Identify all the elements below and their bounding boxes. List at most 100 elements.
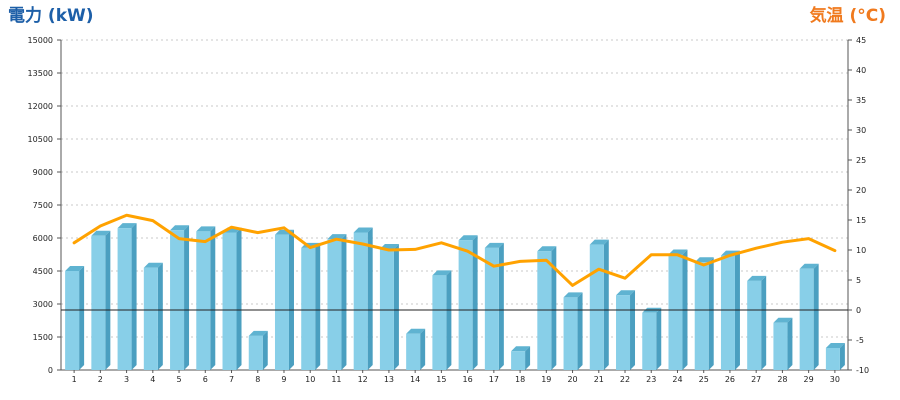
left-tick-label: 15000	[28, 36, 53, 45]
left-tick-label: 4500	[33, 267, 53, 276]
bar-side	[315, 242, 321, 370]
bar	[117, 228, 132, 370]
x-tick-label: 4	[150, 375, 155, 384]
x-tick-label: 7	[229, 375, 234, 384]
x-tick-label: 19	[541, 375, 551, 384]
bar	[511, 351, 526, 370]
bar-top	[668, 249, 688, 255]
bar	[694, 262, 709, 370]
bar-top	[406, 328, 426, 334]
bar	[747, 280, 762, 370]
bar-side	[262, 330, 268, 370]
bar-side	[105, 230, 111, 370]
bar-side	[367, 227, 373, 370]
left-tick-label: 0	[48, 366, 53, 375]
bar-top	[353, 227, 373, 233]
bar	[773, 322, 788, 370]
bar-top	[799, 263, 819, 269]
bar	[668, 254, 683, 370]
bar-side	[813, 263, 819, 370]
bar-side	[761, 275, 767, 370]
bar-side	[131, 223, 137, 370]
x-tick-label: 14	[410, 375, 420, 384]
left-tick-label: 6000	[33, 234, 53, 243]
bar-side	[210, 226, 216, 370]
bar-side	[603, 239, 609, 370]
x-tick-label: 2	[98, 375, 103, 384]
bar-top	[327, 234, 347, 240]
bar-top	[773, 317, 793, 323]
bar-side	[184, 225, 190, 370]
bar-side	[551, 246, 557, 370]
right-tick-label: 30	[856, 126, 866, 135]
left-tick-label: 1500	[33, 333, 53, 342]
left-axis-title: 電力 (kW)	[8, 6, 94, 26]
bar-side	[472, 235, 478, 370]
bar-side	[839, 343, 845, 370]
bar-side	[577, 292, 583, 370]
x-tick-label: 6	[203, 375, 208, 384]
bar-top	[484, 242, 504, 248]
bar-top	[170, 225, 190, 231]
x-tick-label: 20	[567, 375, 577, 384]
x-tick-label: 25	[699, 375, 709, 384]
x-tick-label: 12	[358, 375, 368, 384]
bar	[825, 348, 840, 370]
x-tick-label: 27	[751, 375, 761, 384]
bar-top	[563, 292, 583, 298]
left-tick-label: 9000	[33, 168, 53, 177]
bar-top	[117, 223, 137, 229]
left-tick-label: 7500	[33, 201, 53, 210]
left-tick-label: 12000	[28, 102, 53, 111]
bar-top	[537, 246, 557, 252]
bar-side	[420, 328, 426, 370]
x-tick-label: 18	[515, 375, 525, 384]
right-tick-label: 15	[856, 216, 866, 225]
bar	[406, 333, 421, 370]
bar	[65, 271, 80, 370]
x-tick-label: 28	[777, 375, 787, 384]
temperature-line	[72, 213, 837, 287]
bar	[642, 312, 657, 370]
right-tick-label: 5	[856, 276, 861, 285]
bar-side	[393, 244, 399, 370]
left-tick-label: 3000	[33, 300, 53, 309]
right-tick-label: 20	[856, 186, 866, 195]
bar-top	[694, 257, 714, 263]
bar	[248, 335, 263, 370]
x-tick-label: 13	[384, 375, 394, 384]
bar	[274, 234, 289, 370]
bar	[563, 297, 578, 370]
bar	[327, 239, 342, 370]
bar	[91, 235, 106, 370]
x-tick-label: 21	[594, 375, 604, 384]
bar-top	[458, 235, 478, 241]
right-tick-label: -5	[856, 336, 864, 345]
x-tick-label: 1	[72, 375, 77, 384]
right-axis-title: 気温 (°C)	[809, 6, 886, 26]
bar	[537, 251, 552, 370]
bar	[222, 232, 237, 370]
x-tick-label: 23	[646, 375, 656, 384]
bar-top	[65, 266, 85, 271]
right-tick-label: 0	[856, 306, 861, 315]
bar-top	[143, 262, 163, 268]
bar	[301, 247, 316, 370]
bar-side	[656, 307, 662, 370]
x-tick-label: 5	[177, 375, 182, 384]
bar-side	[288, 229, 294, 370]
x-tick-label: 24	[672, 375, 682, 384]
bar-top	[616, 290, 636, 296]
bar	[589, 244, 604, 370]
bar-top	[432, 270, 452, 276]
bar-side	[446, 270, 452, 370]
right-tick-label: 40	[856, 66, 866, 75]
x-tick-label: 16	[463, 375, 473, 384]
x-tick-label: 10	[305, 375, 315, 384]
bar-top	[91, 230, 111, 236]
x-tick-label: 22	[620, 375, 630, 384]
x-tick-label: 17	[489, 375, 499, 384]
x-tick-label: 3	[124, 375, 129, 384]
